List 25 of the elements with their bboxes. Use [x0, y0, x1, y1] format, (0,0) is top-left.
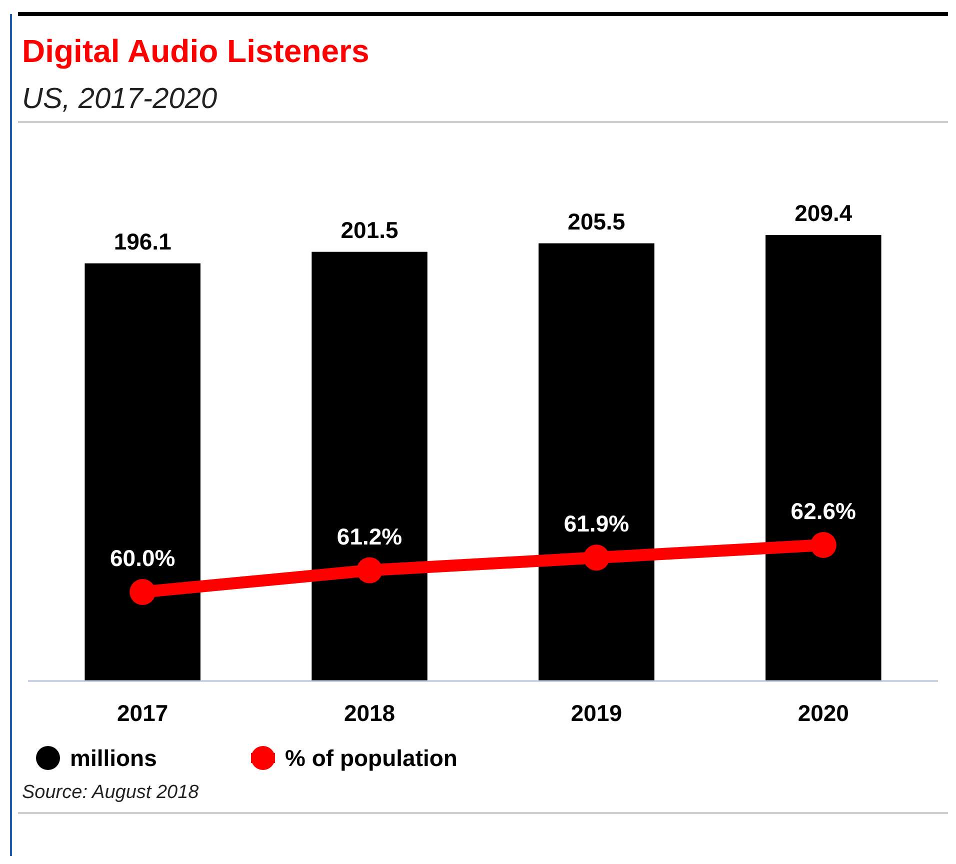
bar	[538, 243, 654, 681]
bar	[84, 263, 200, 681]
x-tick-label: 2017	[117, 700, 168, 726]
point	[130, 579, 156, 605]
x-tick-label: 2018	[344, 700, 396, 726]
chart-title: Digital Audio Listeners	[22, 33, 370, 69]
data-label: 60.0%	[110, 545, 176, 571]
legend-label: millions	[70, 745, 157, 771]
data-label: 196.1	[114, 228, 172, 254]
source-note: Source: August 2018	[22, 782, 200, 803]
point	[356, 557, 383, 584]
x-tick-label: 2020	[798, 700, 849, 726]
x-tick-label: 2019	[570, 700, 622, 726]
data-label: 61.9%	[564, 510, 630, 537]
legend-label: % of population	[285, 745, 458, 771]
data-label: 61.2%	[336, 523, 402, 550]
point	[583, 544, 610, 571]
data-label: 201.5	[340, 216, 399, 243]
data-label: 205.5	[568, 208, 626, 234]
point	[810, 532, 836, 558]
bar	[312, 252, 428, 681]
data-label: 209.4	[794, 200, 852, 226]
data-label: 62.6%	[790, 498, 856, 524]
chart-subtitle: US, 2017-2020	[22, 83, 218, 115]
bar	[766, 235, 882, 681]
